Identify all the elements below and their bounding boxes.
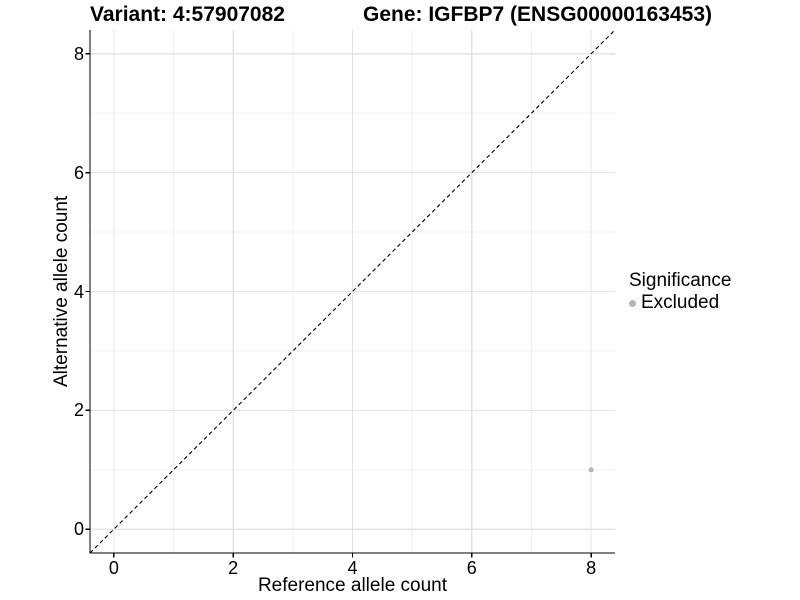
legend-item-label: Excluded bbox=[641, 292, 720, 313]
legend-item-excluded: Excluded bbox=[629, 292, 731, 314]
y-tick-label: 2 bbox=[73, 400, 84, 421]
plot-title-gene: Gene: IGFBP7 (ENSG00000163453) bbox=[363, 3, 713, 26]
x-tick-label: 2 bbox=[228, 558, 239, 578]
legend-title: Significance bbox=[629, 270, 732, 291]
identity-dashed-line bbox=[89, 29, 616, 554]
legend: Significance Excluded bbox=[629, 269, 731, 314]
plot-title-variant: Variant: 4:57907082 bbox=[90, 3, 285, 26]
x-tick-label: 6 bbox=[466, 558, 477, 578]
x-tick-label: 4 bbox=[347, 558, 358, 578]
x-tick-label: 0 bbox=[108, 558, 119, 578]
y-tick-label: 6 bbox=[73, 162, 84, 183]
x-tick-label: 8 bbox=[586, 558, 597, 578]
y-tick-label: 0 bbox=[73, 519, 84, 540]
data-point bbox=[588, 467, 594, 473]
y-tick-label: 4 bbox=[73, 281, 84, 302]
x-axis-title: Reference allele count bbox=[257, 575, 448, 596]
y-tick-label: 8 bbox=[73, 43, 84, 64]
legend-point-icon bbox=[629, 299, 636, 307]
